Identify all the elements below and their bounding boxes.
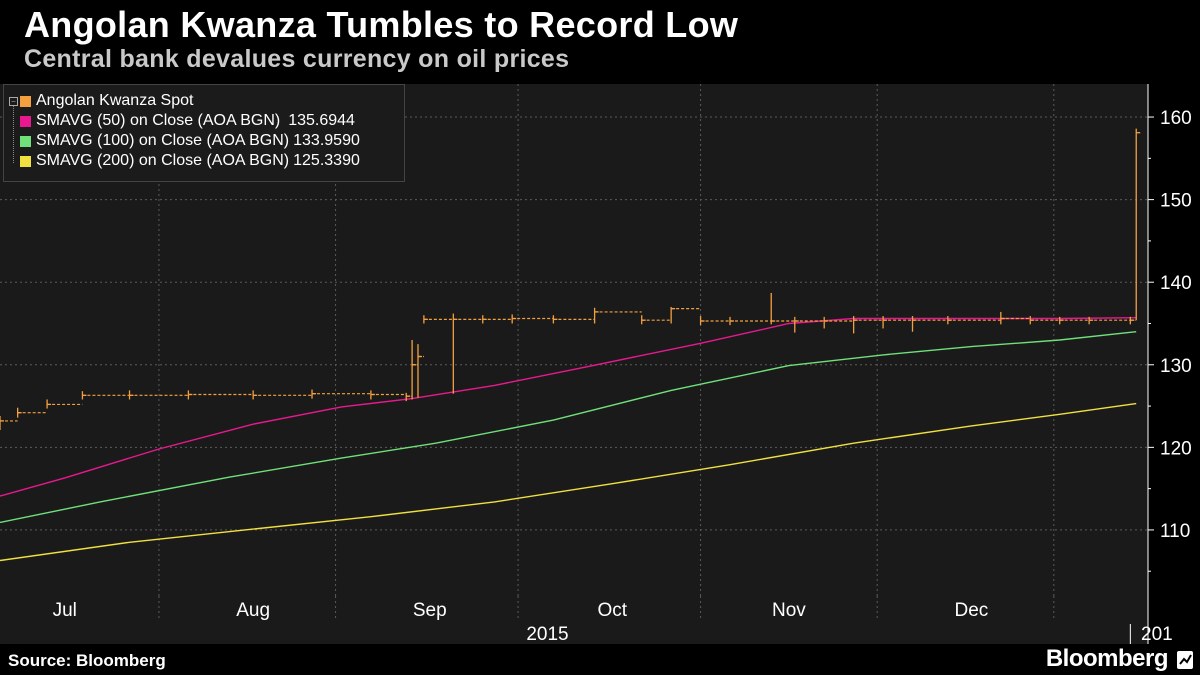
series-group: [0, 128, 1141, 562]
legend-label-sma100: SMAVG (100) on Close (AOA BGN): [36, 132, 290, 149]
x-month-label: Nov: [772, 600, 806, 621]
legend-swatch-sma200: [20, 155, 31, 167]
chart-title: Angolan Kwanza Tumbles to Record Low: [24, 4, 739, 45]
y-tick-label: 110: [1160, 521, 1190, 542]
x-year-label: 2015: [526, 624, 568, 645]
legend-value-sma200: 125.3390: [293, 152, 360, 169]
x-month-label: Sep: [413, 600, 447, 621]
x-month-label: Jul: [53, 600, 77, 621]
legend-item-sma100: SMAVG (100) on Close (AOA BGN) 133.9590: [20, 131, 360, 151]
legend-label-sma200: SMAVG (200) on Close (AOA BGN): [36, 152, 290, 169]
legend-swatch-sma100: [20, 135, 31, 147]
axes: 110 120 130 140 150 160 Jul Aug Sep Oct Nov Dec 2015…: [53, 84, 1192, 645]
source-note: Source: Bloomberg: [8, 651, 166, 670]
collapse-icon[interactable]: −: [9, 97, 18, 106]
bloomberg-terminal-icon: [1177, 651, 1193, 669]
brand-logo: Bloomberg: [1045, 645, 1169, 672]
chart-subtitle: Central bank devalues currency on oil pr…: [24, 45, 570, 73]
legend-value-sma50: 135.6944: [288, 112, 355, 129]
y-tick-label: 140: [1160, 273, 1192, 294]
y-tick-label: 120: [1160, 438, 1192, 459]
legend-tree-line: [13, 101, 15, 163]
x-year-label: 201: [1141, 624, 1173, 645]
y-tick-label: 160: [1160, 108, 1192, 129]
series-line-sma50: [0, 317, 1137, 497]
x-month-label: Dec: [954, 600, 988, 621]
legend-label-sma50: SMAVG (50) on Close (AOA BGN): [36, 112, 281, 129]
series-line-sma200: [0, 402, 1137, 562]
legend-item-sma50: SMAVG (50) on Close (AOA BGN) 135.6944: [20, 111, 355, 131]
series-line-sma100: [0, 331, 1137, 524]
legend-swatch-spot: [20, 95, 31, 107]
y-tick-label: 130: [1160, 356, 1192, 377]
legend-label-spot: Angolan Kwanza Spot: [36, 92, 194, 109]
y-tick-label: 150: [1160, 191, 1192, 212]
legend-value-sma100: 133.9590: [293, 132, 360, 149]
legend-swatch-sma50: [20, 115, 31, 127]
legend-item-spot: Angolan Kwanza Spot: [20, 91, 193, 111]
legend: − Angolan Kwanza Spot SMAVG (50) on Clos…: [3, 84, 405, 182]
legend-item-sma200: SMAVG (200) on Close (AOA BGN) 125.3390: [20, 151, 360, 171]
x-month-label: Aug: [236, 600, 270, 621]
x-month-label: Oct: [597, 600, 627, 621]
